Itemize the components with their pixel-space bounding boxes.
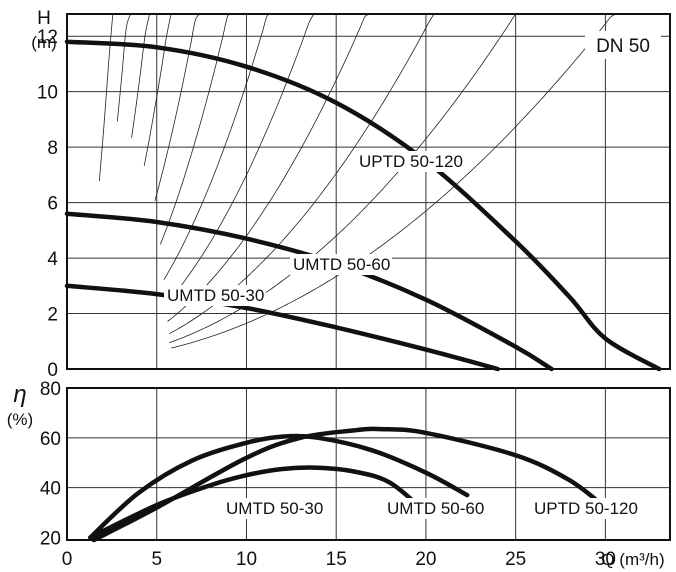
head-y-tick-label: 8 [47,138,58,159]
x-tick-label: 10 [236,549,257,570]
efficiency-curve-line [91,426,608,543]
efficiency-series-label-background [531,498,643,519]
efficiency-series-labels: UMTD 50-30 UMTD 50-60 UPTD 50-120 [223,498,643,519]
head-y-tick-label: 2 [47,305,58,326]
efficiency-curve-line [88,433,470,540]
x-axis-label: Q (m³/h) [601,550,664,569]
efficiency-series-label-background [384,498,486,519]
head-curve-line [64,39,662,372]
head-curve-line [64,283,500,372]
x-tick-label: 5 [151,549,162,570]
head-y-tick-label: 10 [37,83,58,104]
head-series-labels: UPTD 50-120 UMTD 50-60 UMTD 50-30 [164,151,468,306]
efficiency-axis-label: η [13,381,26,408]
head-y-tick-label: 6 [47,194,58,215]
efficiency-y-tick-label: 60 [40,429,61,450]
system-curve-line [154,13,201,202]
system-curve-line [116,13,132,122]
head-series-label-background [290,254,392,275]
efficiency-series-label-background [223,498,325,519]
head-series-label: UMTD 50-60 [293,255,390,274]
head-y-tick-label: 12 [37,27,58,48]
efficiency-series-curves [88,426,608,543]
head-y-tick-label: 0 [47,360,58,381]
efficiency-series-label: UMTD 50-30 [226,499,323,518]
head-y-tick-label: 4 [47,249,58,270]
system-curve-line [170,13,616,349]
efficiency-panel: 20 40 60 80 η (%) UMTD 50-30 UMTD 50-60 UPTD … [7,379,671,550]
x-tick-label: 0 [62,549,73,570]
head-panel: 0 2 4 6 8 10 12 H (m) DN 50 UPTD 50-120 UMTD 50… [31,8,671,381]
dn-badge: DN 50 [596,36,650,57]
dn-badge-background [585,31,661,59]
head-series-label: UMTD 50-30 [167,286,264,305]
system-curve-line [169,13,520,344]
system-curve-line [159,13,233,245]
head-gridlines [67,14,670,369]
efficiency-y-tick-labels: 20 40 60 80 [40,379,61,550]
efficiency-plot-frame [66,387,671,541]
efficiency-axis-unit: (%) [7,410,33,429]
head-plot-frame [66,13,671,370]
x-tick-label: 25 [505,549,526,570]
efficiency-series-label: UPTD 50-120 [534,499,638,518]
x-tick-label: 20 [415,549,436,570]
efficiency-y-tick-label: 80 [40,379,61,400]
system-curve-line [165,13,315,305]
efficiency-series-label: UMTD 50-60 [387,499,484,518]
system-curve-line [167,13,370,322]
head-y-tick-labels: 0 2 4 6 8 10 12 [37,27,59,381]
head-series-label-background [356,151,468,172]
head-series-label-background [164,285,266,306]
system-curve-line [143,13,172,166]
system-curve-line [163,13,272,281]
head-series-curves [64,39,662,372]
x-tick-label: 30 [595,549,616,570]
head-series-label: UPTD 50-120 [359,152,463,171]
system-curve-line [98,13,114,182]
x-tick-label: 15 [326,549,347,570]
efficiency-y-tick-label: 20 [40,529,61,550]
x-tick-labels: 0 5 10 15 20 25 30 [62,549,616,570]
head-axis-unit: (m) [31,33,56,52]
efficiency-y-tick-label: 40 [40,479,61,500]
system-curve-line [131,13,150,138]
head-axis-label: H [37,8,51,29]
